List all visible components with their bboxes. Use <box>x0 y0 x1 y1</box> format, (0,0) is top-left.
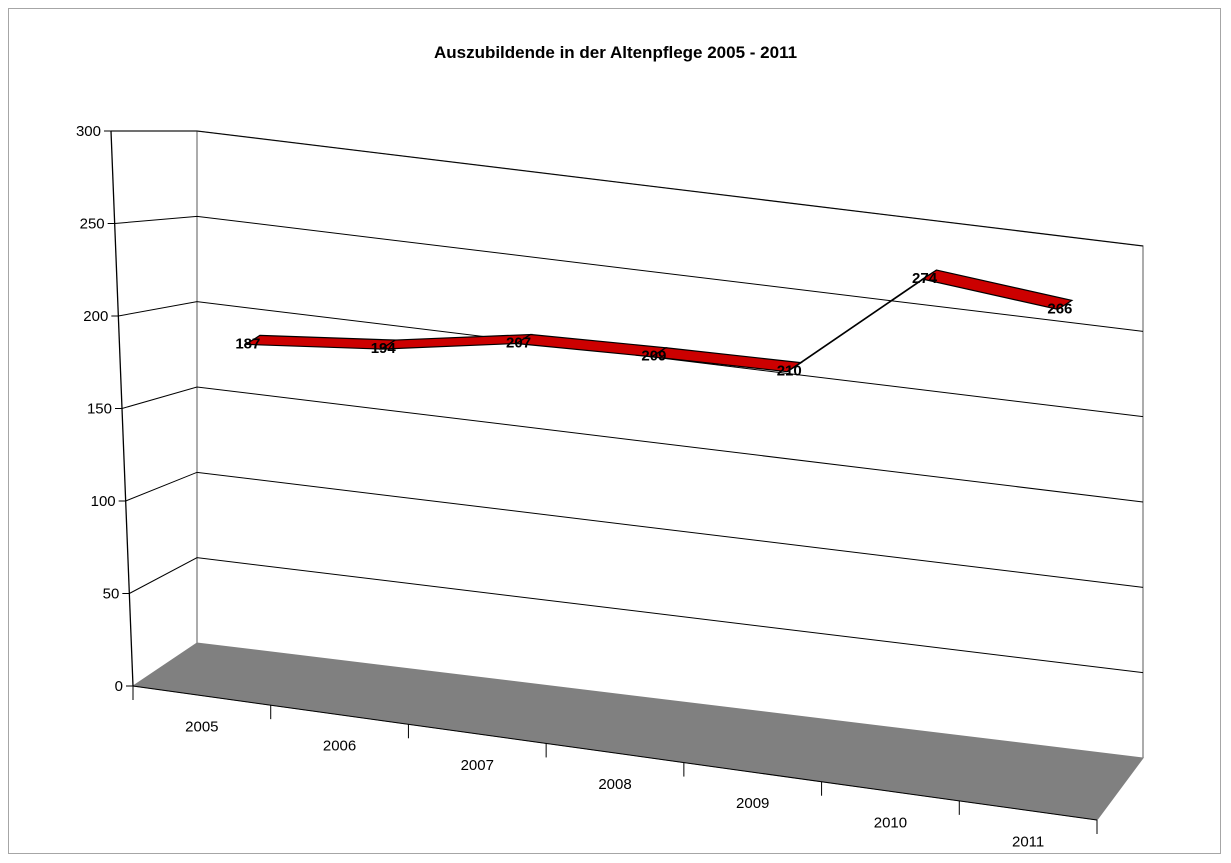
y-tick-label: 0 <box>115 678 123 695</box>
gridline <box>111 130 1144 247</box>
x-tick-label: 2007 <box>461 757 494 774</box>
data-label: 274 <box>912 270 938 287</box>
y-axis: 0 50 100 150 200 250 300 <box>76 123 134 695</box>
x-tick-label: 2008 <box>598 776 631 793</box>
data-label: 207 <box>506 335 531 352</box>
x-tick-label: 2011 <box>1012 833 1044 850</box>
y-tick-label: 250 <box>80 216 105 233</box>
gridline <box>114 215 1144 332</box>
series-line <box>243 269 1074 373</box>
gridline <box>121 386 1144 503</box>
x-tick-label: 2010 <box>874 814 907 831</box>
data-label: 187 <box>235 335 260 352</box>
chart-title: Auszubildende in der Altenpflege 2005 - … <box>433 43 798 62</box>
x-tick-label: 2006 <box>323 738 356 755</box>
data-label: 210 <box>777 363 802 380</box>
x-axis-line <box>132 685 1098 821</box>
y-tick-label: 150 <box>87 401 112 418</box>
chart-floor <box>131 642 1144 821</box>
y-tick-label: 300 <box>76 123 101 140</box>
floor-plane <box>131 642 1144 821</box>
y-tick-label: 100 <box>91 493 116 510</box>
x-tick-label: 2005 <box>185 719 218 736</box>
data-label: 266 <box>1047 300 1072 317</box>
gridline <box>125 471 1144 588</box>
gridline <box>129 557 1144 674</box>
x-tick-label: 2009 <box>736 795 769 812</box>
series-segment <box>921 269 1074 311</box>
data-label: 194 <box>371 340 397 357</box>
data-labels: 187 194 207 209 210 274 266 <box>235 270 1072 380</box>
data-label: 209 <box>641 348 666 365</box>
gridlines <box>111 130 1144 674</box>
y-tick-label: 50 <box>103 586 120 603</box>
y-tick-label: 200 <box>83 308 108 325</box>
x-axis: 2005 2006 2007 2008 2009 2010 2011 <box>132 685 1098 850</box>
gridline <box>118 301 1144 418</box>
